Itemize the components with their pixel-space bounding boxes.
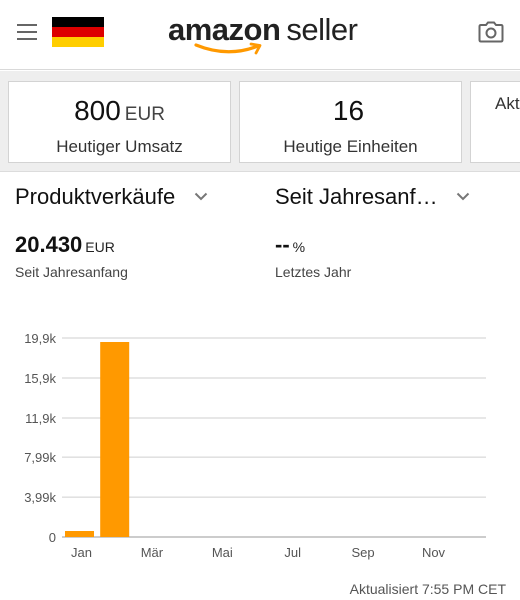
germany-flag-icon[interactable] — [52, 17, 104, 47]
card-value: 16 — [332, 95, 365, 126]
logo-brand: amazon — [168, 12, 281, 47]
logo-suffix: seller — [286, 12, 358, 47]
chevron-down-icon — [194, 192, 207, 201]
y-tick-label: 3,99k — [24, 490, 56, 505]
ytd-sales-number: 20.430 — [15, 232, 83, 257]
card-partial[interactable]: Akt — [470, 81, 520, 163]
x-tick-label: Sep — [352, 545, 375, 560]
card-label: Heutiger Umsatz — [56, 137, 183, 156]
sales-bar-chart: 0 3,99k 7,99k 11,9k 15,9k 19,9k Jan Mär Mai Jul Se… — [24, 331, 486, 560]
y-tick-label: 0 — [49, 530, 56, 545]
card-label: Heutige Einheiten — [283, 137, 418, 156]
ytd-sales-label: Seit Jahresanfang — [15, 264, 128, 280]
chart-bar-feb — [100, 342, 130, 537]
card-label: Akt — [495, 94, 520, 113]
app-header: amazon seller — [0, 0, 520, 70]
hamburger-menu-icon[interactable] — [17, 24, 37, 40]
last-year-change-label: Letztes Jahr — [275, 264, 352, 280]
card-todays-units[interactable]: 16 Heutige Einheiten — [239, 81, 462, 163]
x-tick-label: Jan — [71, 545, 92, 560]
metric-dropdown[interactable]: Produktverkäufe — [15, 184, 208, 210]
metric-dropdown-label: Produktverkäufe — [15, 184, 176, 209]
y-tick-label: 15,9k — [24, 371, 56, 386]
chevron-down-icon — [456, 192, 470, 201]
last-year-change-unit: % — [292, 239, 306, 255]
last-year-change-value: --% — [275, 232, 305, 258]
ytd-sales-unit: EUR — [85, 239, 115, 255]
period-dropdown[interactable]: Seit Jahresanf… — [275, 184, 470, 210]
last-updated-text: Aktualisiert 7:55 PM CET — [349, 581, 506, 597]
camera-icon[interactable] — [478, 21, 504, 43]
y-tick-label: 19,9k — [24, 331, 56, 346]
ytd-sales-value: 20.430 EUR — [15, 232, 115, 258]
amazon-smile-icon — [194, 42, 262, 55]
card-todays-sales[interactable]: 800 EUR Heutiger Umsatz — [8, 81, 231, 163]
x-tick-label: Mai — [212, 545, 233, 560]
y-tick-label: 7,99k — [24, 450, 56, 465]
last-year-change-number: -- — [275, 232, 290, 257]
x-tick-label: Mär — [141, 545, 164, 560]
y-tick-label: 11,9k — [25, 411, 56, 426]
x-tick-label: Jul — [284, 545, 301, 560]
x-tick-label: Nov — [422, 545, 446, 560]
period-dropdown-label: Seit Jahresanf… — [275, 184, 438, 209]
metric-cards: 800 EUR Heutiger Umsatz 16 Heutige Einhei… — [0, 71, 520, 172]
card-unit: EUR — [124, 104, 165, 125]
card-value: 800 — [74, 95, 121, 126]
chart-bar-jan — [65, 531, 94, 537]
amazon-seller-logo: amazon seller — [168, 12, 368, 58]
